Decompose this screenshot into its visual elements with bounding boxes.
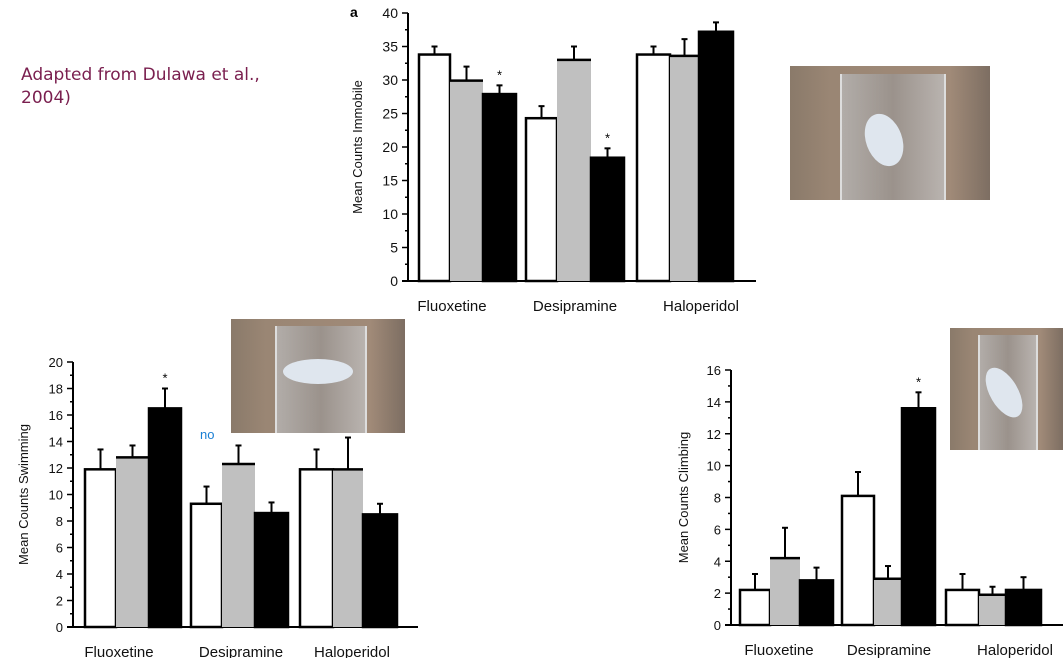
y-tick-label: 5 (390, 240, 398, 256)
y-tick-label: 2 (56, 594, 63, 609)
y-tick-label: 18 (49, 382, 63, 397)
significance-marker: * (916, 374, 921, 389)
bar (222, 464, 255, 627)
bar (450, 80, 483, 281)
bar (900, 407, 937, 627)
bar (944, 588, 981, 627)
source-credit: Adapted from Dulawa et al., 2004) (21, 65, 260, 108)
bar (557, 59, 591, 282)
bar (481, 92, 518, 283)
bar (189, 502, 224, 629)
y-tick-label: 8 (714, 491, 721, 506)
panel-label: a (350, 4, 358, 20)
y-axis-label: Mean Counts Climbing (676, 432, 691, 564)
y-axis-label: Mean Counts Immobile (350, 80, 365, 214)
x-tick-label: Fluoxetine (417, 298, 486, 315)
y-axis-label: Mean Counts Swimming (16, 424, 31, 565)
bar (253, 511, 290, 629)
y-tick-label: 10 (382, 206, 398, 222)
y-tick-label: 30 (382, 72, 398, 88)
bar (361, 513, 399, 629)
y-tick-label: 12 (49, 461, 63, 476)
bar (298, 468, 335, 629)
mouse-swimming-photo (231, 319, 405, 433)
x-tick-label: Desipramine (199, 644, 283, 658)
bar (524, 116, 559, 283)
bar (697, 30, 735, 283)
x-tick-label: Desipramine (533, 298, 617, 315)
bar (83, 468, 118, 629)
significance-marker: * (605, 130, 610, 145)
y-tick-label: 14 (49, 435, 63, 450)
y-tick-label: 2 (714, 586, 721, 601)
y-tick-label: 8 (56, 514, 63, 529)
x-tick-label: Haloperidol (314, 644, 390, 658)
y-tick-label: 25 (382, 106, 398, 122)
y-tick-label: 10 (49, 488, 63, 503)
bar (798, 579, 835, 627)
mouse-climbing-photo (950, 328, 1063, 450)
x-tick-label: Haloperidol (663, 298, 739, 315)
y-tick-label: 0 (390, 273, 398, 289)
y-tick-label: 0 (56, 620, 63, 635)
y-tick-label: 4 (56, 567, 63, 582)
annotation-text: no (200, 427, 215, 442)
bar (116, 457, 149, 627)
bar (635, 53, 672, 283)
y-tick-label: 14 (707, 395, 721, 410)
bar (1004, 588, 1043, 627)
x-tick-label: Fluoxetine (84, 644, 153, 658)
bar (417, 53, 452, 283)
y-tick-label: 16 (49, 408, 63, 423)
x-tick-label: Fluoxetine (744, 642, 813, 658)
y-tick-label: 20 (49, 355, 63, 370)
y-tick-label: 10 (707, 459, 721, 474)
bar (979, 594, 1006, 625)
significance-marker: * (497, 67, 502, 82)
y-tick-label: 35 (382, 39, 398, 55)
y-tick-label: 12 (707, 427, 721, 442)
bar (874, 578, 902, 625)
y-tick-label: 40 (382, 5, 398, 21)
y-tick-label: 6 (714, 522, 721, 537)
bar (589, 156, 626, 283)
y-tick-label: 4 (714, 554, 721, 569)
mouse-immobile-photo (790, 66, 990, 200)
bar (333, 469, 363, 627)
bar (738, 588, 772, 627)
y-tick-label: 16 (707, 363, 721, 378)
y-tick-label: 0 (714, 618, 721, 633)
bar (770, 558, 800, 625)
bar (670, 55, 699, 281)
bar (147, 407, 183, 629)
bar (840, 494, 876, 627)
x-tick-label: Haloperidol (977, 642, 1053, 658)
y-tick-label: 15 (382, 173, 398, 189)
x-tick-label: Desipramine (847, 642, 931, 658)
significance-marker: * (162, 371, 167, 386)
y-tick-label: 20 (382, 139, 398, 155)
y-tick-label: 6 (56, 541, 63, 556)
